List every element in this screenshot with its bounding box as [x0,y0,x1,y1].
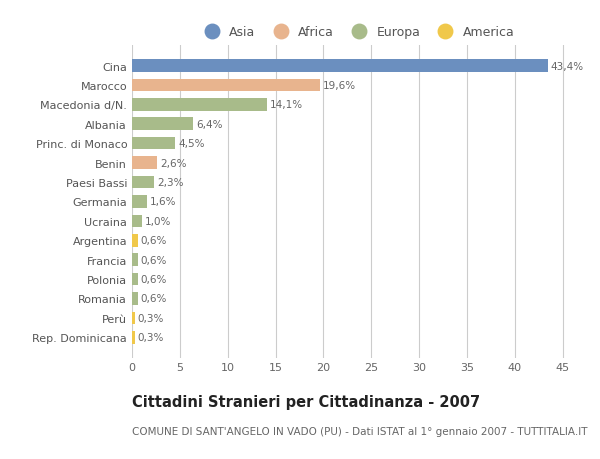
Bar [132,312,135,325]
Text: 2,3%: 2,3% [157,178,184,188]
Bar [132,215,142,228]
Bar [132,235,138,247]
Bar [132,273,138,286]
Text: 1,0%: 1,0% [145,216,171,226]
Text: 0,6%: 0,6% [140,294,167,304]
Bar [132,118,193,131]
Text: 6,4%: 6,4% [196,119,223,129]
Text: COMUNE DI SANT'ANGELO IN VADO (PU) - Dati ISTAT al 1° gennaio 2007 - TUTTITALIA.: COMUNE DI SANT'ANGELO IN VADO (PU) - Dat… [132,426,587,436]
Text: 4,5%: 4,5% [178,139,205,149]
Bar [132,176,154,189]
Text: 2,6%: 2,6% [160,158,186,168]
Bar [132,99,267,112]
Text: 1,6%: 1,6% [150,197,176,207]
Text: 14,1%: 14,1% [270,100,303,110]
Bar [132,60,548,73]
Text: 0,3%: 0,3% [138,313,164,323]
Bar [132,138,175,150]
Legend: Asia, Africa, Europa, America: Asia, Africa, Europa, America [199,26,515,39]
Text: 0,6%: 0,6% [140,274,167,285]
Bar [132,157,157,169]
Text: 0,3%: 0,3% [138,333,164,342]
Bar [132,196,148,208]
Bar [132,79,320,92]
Text: 43,4%: 43,4% [550,62,584,71]
Text: Cittadini Stranieri per Cittadinanza - 2007: Cittadini Stranieri per Cittadinanza - 2… [132,394,480,409]
Bar [132,254,138,266]
Bar [132,331,135,344]
Bar [132,292,138,305]
Text: 19,6%: 19,6% [323,81,356,91]
Text: 0,6%: 0,6% [140,255,167,265]
Text: 0,6%: 0,6% [140,236,167,246]
